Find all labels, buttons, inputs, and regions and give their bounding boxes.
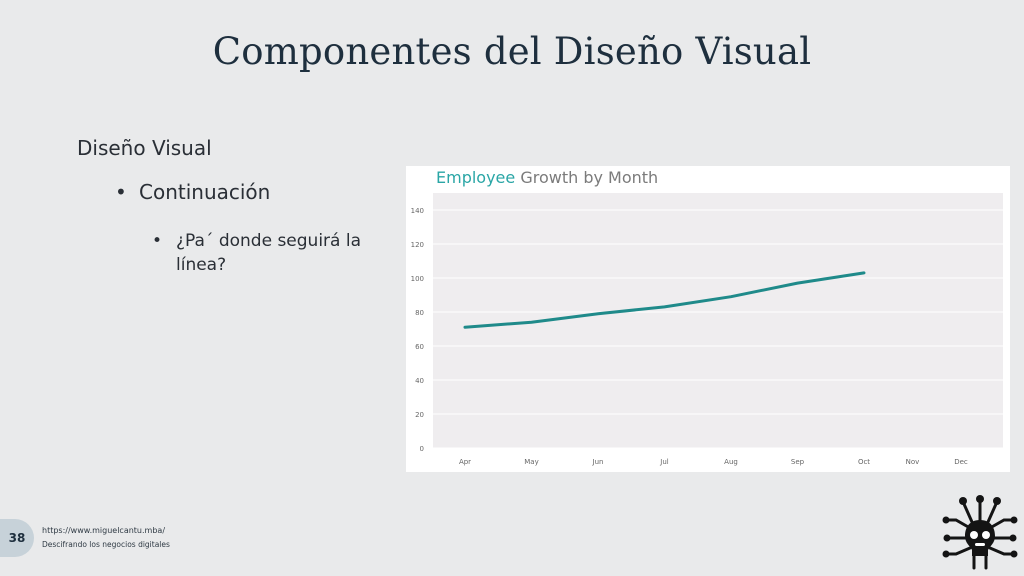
x-tick-label: Apr	[459, 458, 471, 466]
bullet-dot: •	[115, 180, 127, 204]
x-tick-label: Aug	[724, 458, 738, 466]
plot-area	[433, 193, 1003, 448]
chart-image: Employee Growth by Month 0 20 40 60 80 100 120 1…	[406, 166, 1010, 472]
y-tick-label: 20	[415, 411, 424, 419]
x-tick-label: Sep	[791, 458, 805, 466]
x-tick-label: May	[524, 458, 538, 466]
y-tick-label: 0	[420, 445, 424, 453]
y-tick-label: 60	[415, 343, 424, 351]
y-tick-label: 100	[411, 275, 424, 283]
footer-tagline: Descifrando los negocios digitales	[42, 540, 170, 549]
y-tick-label: 120	[411, 241, 424, 249]
y-tick-label: 80	[415, 309, 424, 317]
y-tick-label: 40	[415, 377, 424, 385]
line-chart: Employee Growth by Month 0 20 40 60 80 100 120 1…	[411, 168, 1003, 466]
slide-title: Componentes del Diseño Visual	[212, 30, 812, 73]
x-tick-label: Nov	[906, 458, 920, 466]
chart-title-part: Employee	[436, 168, 515, 187]
x-tick-label: Jun	[592, 458, 604, 466]
chart-title-part: Growth by Month	[515, 168, 658, 187]
y-tick-label: 140	[411, 207, 424, 215]
x-tick-label: Oct	[858, 458, 870, 466]
bullet-level-2: • ¿Pa´ donde seguirá la línea?	[152, 229, 382, 277]
bullet-dot: •	[152, 231, 163, 251]
bullet-level-1-text: Continuación	[139, 180, 271, 204]
chart-title: Employee Growth by Month	[436, 168, 658, 187]
series-line	[463, 271, 866, 329]
footer-url: https://www.miguelcantu.mba/	[42, 526, 166, 535]
page-number-badge: 38	[0, 519, 34, 557]
bullet-level-2-text: ¿Pa´ donde seguirá la línea?	[176, 231, 362, 275]
section-heading: Diseño Visual	[77, 136, 212, 160]
x-tick-label: Dec	[954, 458, 968, 466]
x-tick-label: Jul	[659, 458, 669, 466]
lightbulb-circuit-icon	[942, 495, 1018, 570]
